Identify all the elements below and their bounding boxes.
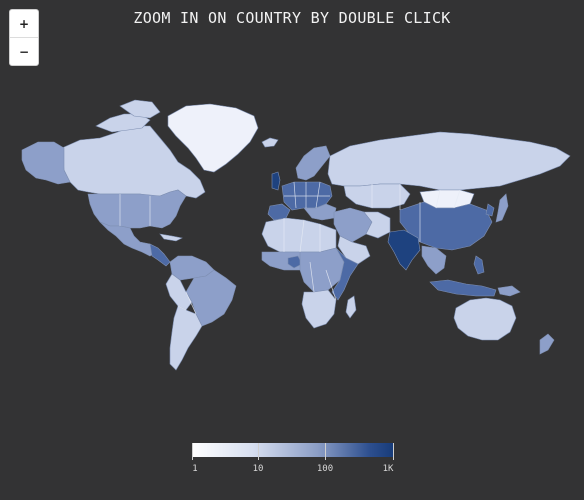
country-arabia[interactable] bbox=[337, 235, 371, 265]
country-uk[interactable] bbox=[271, 171, 281, 191]
country-korea[interactable] bbox=[485, 203, 495, 217]
color-legend: 1 10 100 1K bbox=[192, 443, 394, 483]
borders-africa bbox=[283, 218, 337, 301]
borders-asia bbox=[371, 184, 461, 242]
borders-americas bbox=[119, 194, 197, 315]
legend-tick-10 bbox=[258, 443, 259, 460]
country-usa[interactable] bbox=[87, 189, 187, 229]
legend-tick-1 bbox=[192, 443, 193, 460]
legend-label-100: 100 bbox=[316, 464, 334, 474]
legend-label-10: 10 bbox=[252, 464, 264, 474]
country-japan[interactable] bbox=[495, 193, 509, 223]
country-scandinavia[interactable] bbox=[295, 145, 331, 181]
country-iran[interactable] bbox=[363, 211, 391, 239]
country-papua[interactable] bbox=[497, 285, 521, 297]
country-spain[interactable] bbox=[267, 203, 291, 221]
country-central-america[interactable] bbox=[149, 243, 171, 267]
country-kazakhstan[interactable] bbox=[343, 183, 411, 209]
legend-label-1: 1 bbox=[192, 464, 198, 474]
country-central-africa[interactable] bbox=[299, 247, 345, 293]
legend-tick-100 bbox=[325, 443, 326, 460]
country-madagascar[interactable] bbox=[345, 295, 357, 319]
zoom-control: + − bbox=[9, 9, 39, 66]
country-philippines[interactable] bbox=[473, 255, 485, 275]
legend-tick-1k bbox=[393, 443, 394, 460]
country-new-zealand[interactable] bbox=[539, 333, 555, 355]
country-iceland[interactable] bbox=[261, 137, 279, 148]
legend-label-1k: 1K bbox=[382, 464, 394, 474]
country-alaska[interactable] bbox=[21, 141, 71, 185]
zoom-in-button[interactable]: + bbox=[18, 16, 30, 31]
map-title: ZOOM IN ON COUNTRY BY DOUBLE CLICK bbox=[133, 9, 451, 27]
country-indonesia[interactable] bbox=[429, 279, 497, 297]
country-east-africa[interactable] bbox=[331, 247, 359, 301]
country-australia[interactable] bbox=[453, 297, 517, 341]
country-southeast-asia[interactable] bbox=[421, 245, 447, 275]
country-arctic-islands[interactable] bbox=[95, 113, 151, 133]
country-north-africa[interactable] bbox=[261, 217, 337, 253]
zoom-out-button[interactable]: − bbox=[10, 37, 38, 65]
country-southern-africa[interactable] bbox=[301, 289, 337, 329]
legend-gradient-bar bbox=[192, 443, 394, 457]
country-greenland[interactable] bbox=[167, 103, 259, 173]
country-cuba[interactable] bbox=[159, 233, 183, 242]
country-russia[interactable] bbox=[327, 131, 571, 191]
country-arctic-islands-2[interactable] bbox=[119, 99, 161, 119]
borders-europe bbox=[284, 181, 330, 209]
country-nigeria[interactable] bbox=[287, 255, 303, 269]
country-india[interactable] bbox=[387, 229, 421, 271]
